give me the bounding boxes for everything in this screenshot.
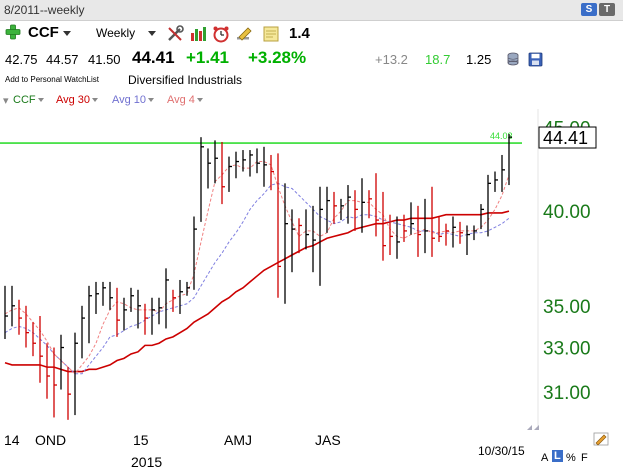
y-axis-label: 33.00	[543, 339, 591, 360]
symbol-label: CCF	[28, 24, 59, 41]
add-to-watchlist-link[interactable]: Add to Personal WatchList	[5, 75, 99, 84]
legend-symbol-label: CCF	[13, 94, 36, 106]
period-label: Weekly	[96, 26, 136, 40]
period-selector[interactable]: Weekly	[96, 26, 157, 40]
legend-avg10[interactable]: Avg 10	[112, 94, 155, 106]
chevron-down-icon	[148, 31, 157, 37]
horizontal-line-label: 44.03	[490, 131, 513, 141]
alarm-clock-icon[interactable]	[212, 25, 230, 43]
legend-avg4-label: Avg 4	[167, 94, 195, 106]
last-price-label: 44.41	[543, 128, 588, 148]
footer-f-button[interactable]: F	[581, 452, 588, 464]
draw-pencil-icon[interactable]	[593, 432, 609, 446]
chevron-down-icon	[63, 30, 71, 36]
title-bar: 8/2011--weekly S T	[0, 0, 623, 21]
moving-average-line-avg10	[4, 182, 510, 375]
database-icon[interactable]	[506, 52, 520, 66]
price-change-percent: +3.28%	[248, 48, 307, 67]
stat-rs: +13.2	[375, 52, 408, 67]
high-price: 44.57	[46, 52, 79, 67]
x-axis-label: OND	[35, 432, 66, 448]
scroll-icon[interactable]	[526, 421, 540, 431]
window-title: 8/2011--weekly	[4, 3, 85, 17]
footer-percent-button[interactable]: %	[566, 452, 576, 464]
x-axis-label: 15	[133, 432, 149, 448]
legend-avg10-label: Avg 10	[112, 94, 147, 106]
x-axis-label: AMJ	[224, 432, 252, 448]
price-chart[interactable]: 44.0345.0040.0035.0033.0031.0044.4114OND…	[0, 109, 623, 474]
t-button[interactable]: T	[599, 3, 615, 16]
legend-symbol[interactable]: CCF	[13, 94, 44, 106]
stat-ratio: 1.25	[466, 52, 492, 67]
toolbar: CCF Weekly	[0, 21, 623, 47]
y-axis-label: 40.00	[543, 202, 591, 223]
x-axis-label: 2015	[131, 454, 162, 470]
moving-average-line-avg4	[4, 161, 510, 375]
close-price: 44.41	[132, 48, 175, 67]
legend-chevron-icon[interactable]: ▾	[3, 95, 9, 107]
price-change: +1.41	[186, 48, 230, 67]
y-axis-label: 31.00	[543, 383, 591, 404]
industry-label: Diversified Industrials	[128, 73, 243, 87]
add-symbol-icon[interactable]	[5, 24, 21, 40]
bar-chart-icon[interactable]	[189, 25, 207, 43]
low-price: 41.50	[88, 52, 121, 67]
legend-avg30[interactable]: Avg 30	[56, 94, 99, 106]
pencil-icon[interactable]	[235, 25, 253, 43]
chevron-down-icon	[37, 98, 44, 103]
symbol-selector[interactable]: CCF	[28, 24, 71, 41]
legend-avg4[interactable]: Avg 4	[167, 94, 203, 106]
note-icon[interactable]	[262, 25, 280, 43]
quote-row: 42.75 44.57 41.50 44.41 +1.41 +3.28% +13…	[0, 47, 623, 71]
footer-date: 10/30/15	[478, 444, 525, 458]
stat-green: 18.7	[425, 52, 451, 67]
footer-a-button[interactable]: A	[541, 452, 549, 464]
info-row: Add to Personal WatchList Diversified In…	[0, 71, 623, 89]
s-button[interactable]: S	[581, 3, 597, 16]
indicator-value: 1.4	[289, 25, 310, 42]
y-axis-label: 35.00	[543, 297, 591, 318]
save-icon[interactable]	[528, 52, 543, 67]
chevron-down-icon	[196, 98, 203, 103]
chevron-down-icon	[92, 98, 99, 103]
last-price-box	[538, 126, 597, 149]
indicator-legend: ▾ CCF Avg 30 Avg 10 Avg 4	[0, 89, 623, 109]
x-axis-label: JAS	[315, 432, 341, 448]
open-price: 42.75	[5, 52, 38, 67]
footer-l-button[interactable]: L	[552, 450, 563, 462]
tools-icon[interactable]	[166, 25, 184, 43]
legend-avg30-label: Avg 30	[56, 94, 91, 106]
moving-average-line-avg30	[4, 210, 510, 373]
chevron-down-icon	[148, 98, 155, 103]
x-axis-label: 14	[4, 432, 20, 448]
